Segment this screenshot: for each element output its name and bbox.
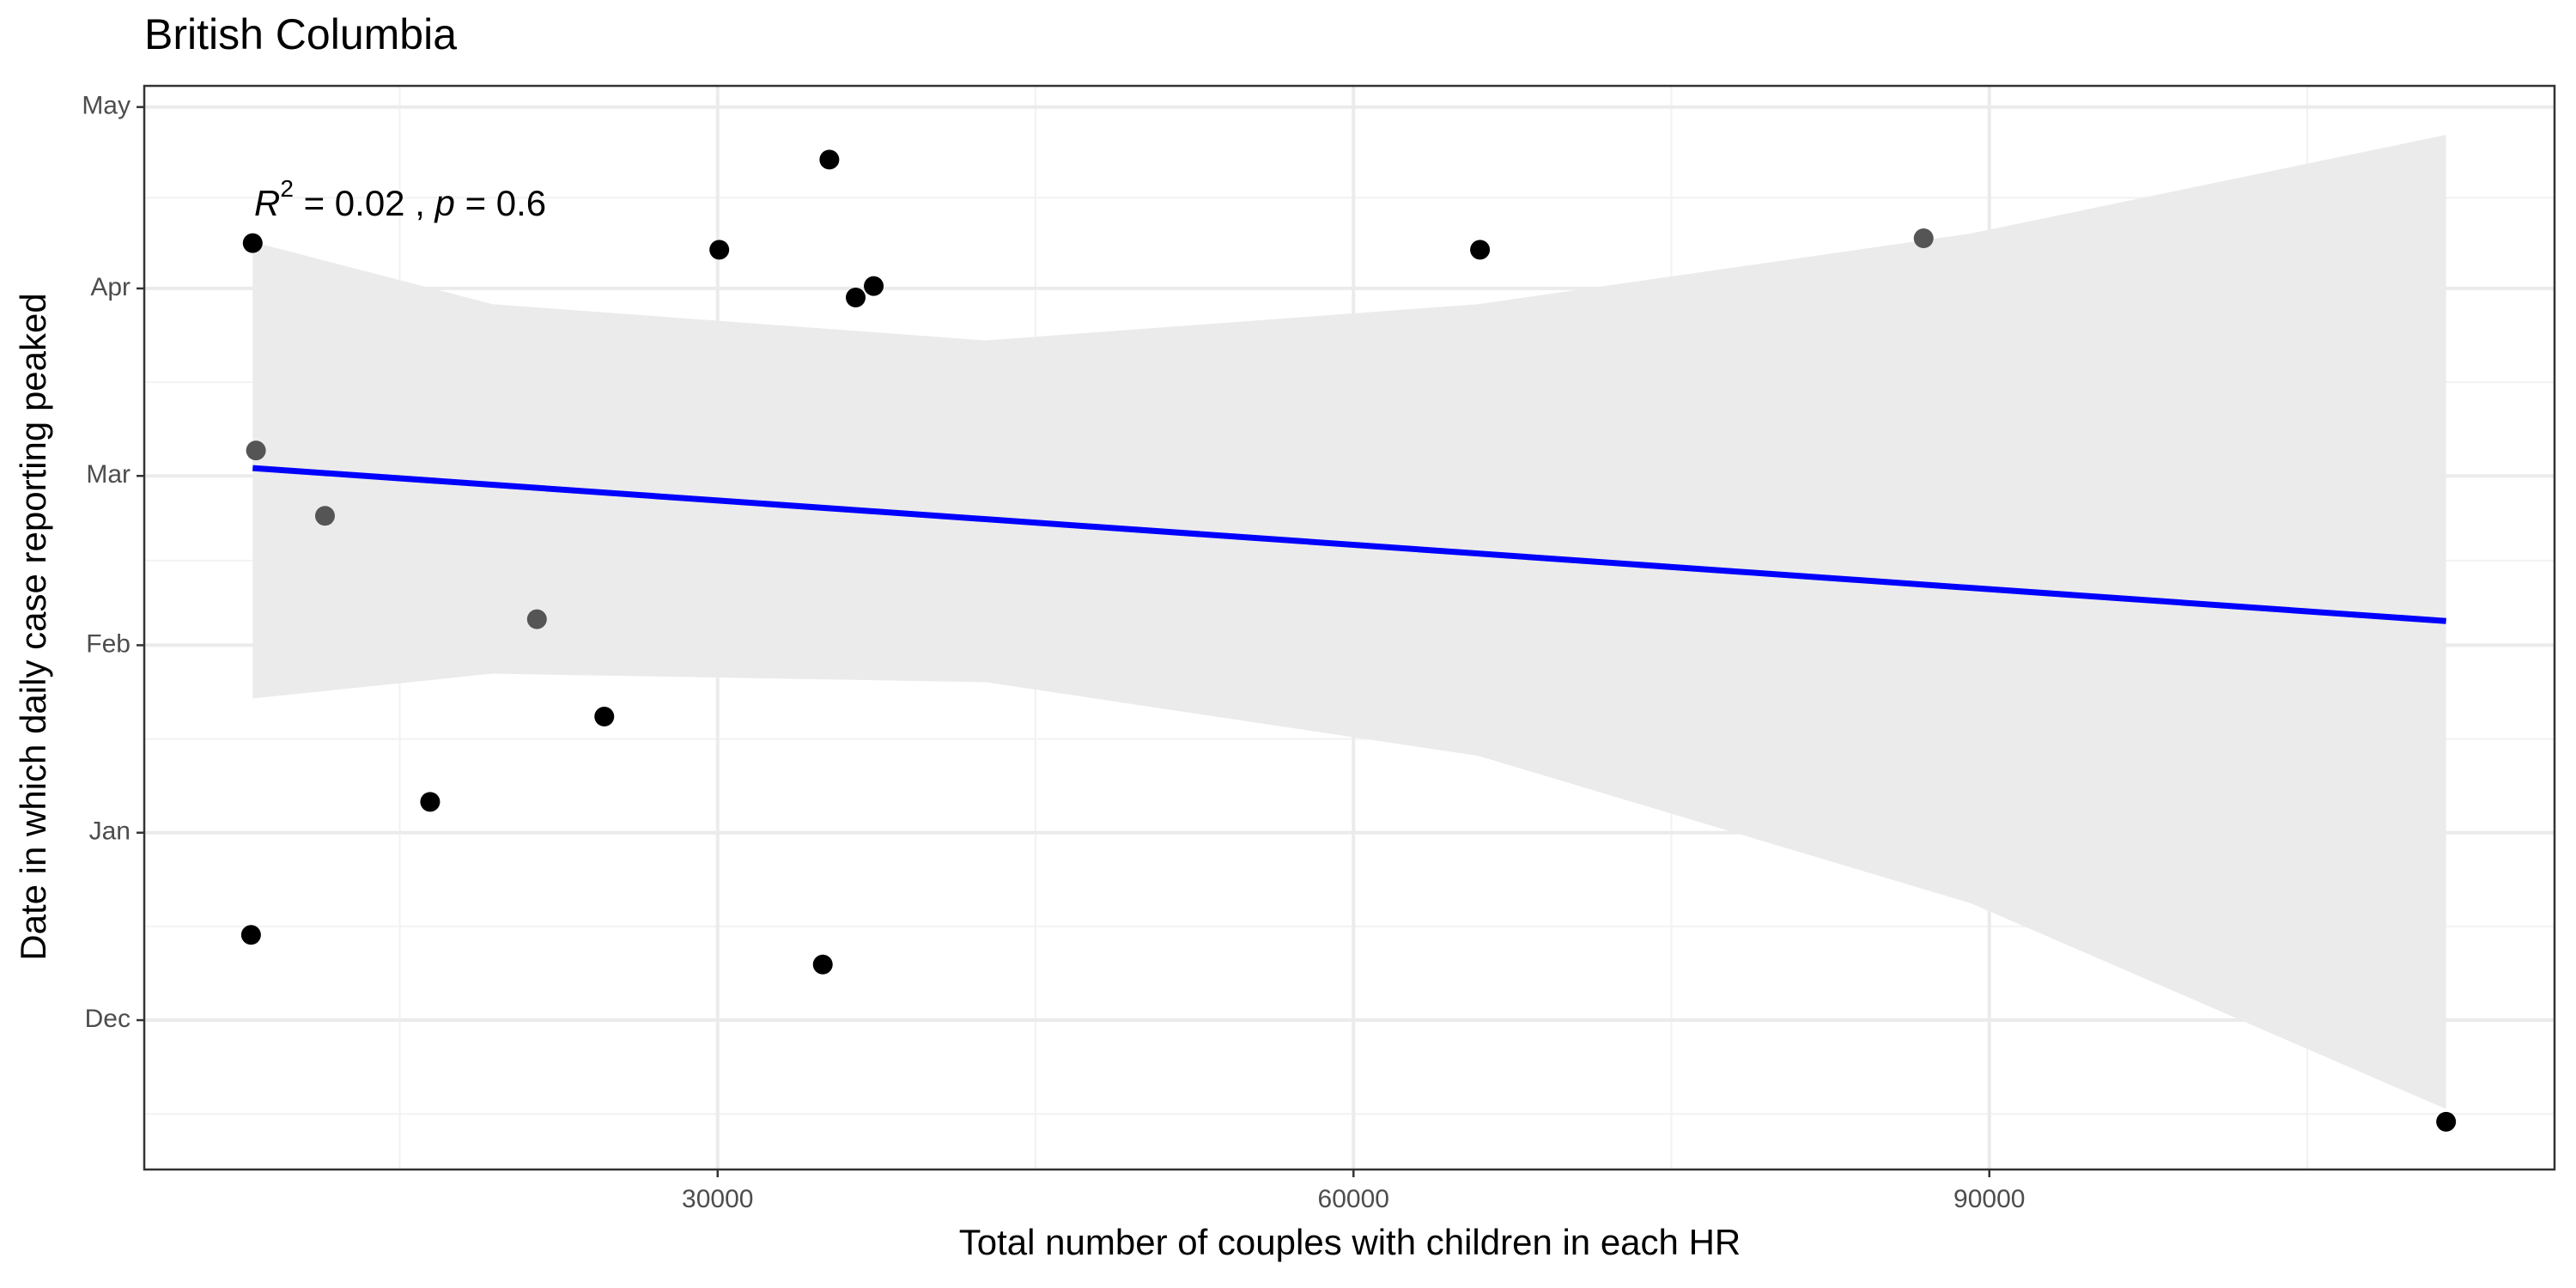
panel-border <box>143 84 2556 1171</box>
y-tick-label: May <box>82 92 131 120</box>
fit-line <box>252 465 2446 624</box>
point <box>846 287 866 307</box>
point <box>812 954 833 975</box>
x-tick-label: 30000 <box>682 1185 753 1213</box>
point <box>709 240 730 260</box>
point <box>1913 228 1934 248</box>
point <box>864 276 884 296</box>
y-axis-label: Date in which daily case reporting peake… <box>13 293 53 960</box>
point <box>420 792 440 812</box>
point <box>242 233 263 253</box>
point <box>246 440 266 461</box>
chart-title: British Columbia <box>144 10 457 58</box>
y-tick-label: Dec <box>85 1005 131 1033</box>
point <box>819 149 840 170</box>
point <box>1470 240 1491 260</box>
y-tick-label: Apr <box>90 273 131 301</box>
annotation: R2 = 0.02 , p = 0.6 <box>254 175 546 223</box>
y-tick-label: Feb <box>86 629 131 658</box>
point <box>526 609 547 629</box>
point <box>240 925 261 945</box>
y-tick-label: Mar <box>86 460 131 489</box>
annotation-part: = 0.02 , <box>294 183 435 223</box>
point <box>594 707 615 727</box>
point <box>2436 1111 2457 1132</box>
x-tick-label: 60000 <box>1318 1185 1389 1213</box>
x-axis-label: Total number of couples with children in… <box>959 1222 1741 1262</box>
confidence-band <box>252 135 2446 1109</box>
x-tick-label: 90000 <box>1953 1185 2025 1213</box>
y-tick-label: Jan <box>89 817 131 846</box>
annotation-part: p <box>434 183 455 223</box>
annotation-part: R <box>254 183 280 223</box>
annotation-part: = 0.6 <box>455 183 546 223</box>
point <box>314 506 335 526</box>
annotation-part: 2 <box>280 175 294 202</box>
